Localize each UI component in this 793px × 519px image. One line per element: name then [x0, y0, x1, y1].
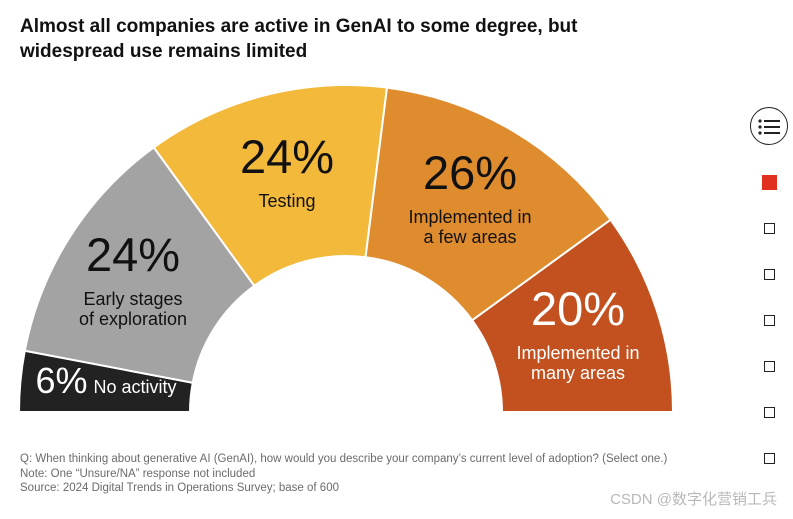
segment-implemented-in-many-areas — [470, 218, 675, 413]
menu-button[interactable] — [750, 107, 788, 145]
label-0: 6% No activity — [35, 360, 176, 401]
category-label: of exploration — [79, 309, 187, 329]
nav-dot-4[interactable] — [764, 315, 775, 326]
segment-early-stages-of-exploration — [23, 146, 256, 384]
chart-notes: Q: When thinking about generative AI (Ge… — [20, 452, 667, 496]
value-label: 6% — [35, 360, 87, 401]
segment-testing — [152, 84, 389, 288]
category-label: Implemented in — [408, 207, 531, 227]
nav-dot-3[interactable] — [764, 269, 775, 280]
value-label: 26% — [423, 146, 517, 199]
chart-title: Almost all companies are active in GenAI… — [20, 16, 578, 62]
category-label: Implemented in — [516, 343, 639, 363]
nav-dot-2[interactable] — [764, 223, 775, 234]
chart-segments — [17, 84, 675, 413]
nav-dot-6[interactable] — [764, 407, 775, 418]
nav-dot-1[interactable] — [762, 175, 777, 190]
category-label: a few areas — [423, 227, 516, 247]
nav-dot-5[interactable] — [764, 361, 775, 372]
value-label: 20% — [531, 282, 625, 335]
category-label: many areas — [531, 363, 625, 383]
side-navigation — [749, 107, 791, 464]
segment-implemented-in-a-few-areas — [364, 86, 612, 322]
value-label: 24% — [86, 228, 180, 281]
survey-source: Source: 2024 Digital Trends in Operation… — [20, 482, 339, 494]
survey-question: Q: When thinking about generative AI (Ge… — [20, 453, 668, 465]
category-label: No activity — [94, 377, 177, 397]
category-label: Testing — [258, 191, 315, 211]
list-icon — [758, 119, 780, 135]
category-label: Early stages — [83, 289, 182, 309]
survey-note: Note: One “Unsure/NA” response not inclu… — [20, 467, 256, 480]
nav-dot-7[interactable] — [764, 453, 775, 464]
watermark: CSDN @数字化营销工兵 — [610, 491, 777, 508]
value-label: 24% — [240, 130, 334, 183]
